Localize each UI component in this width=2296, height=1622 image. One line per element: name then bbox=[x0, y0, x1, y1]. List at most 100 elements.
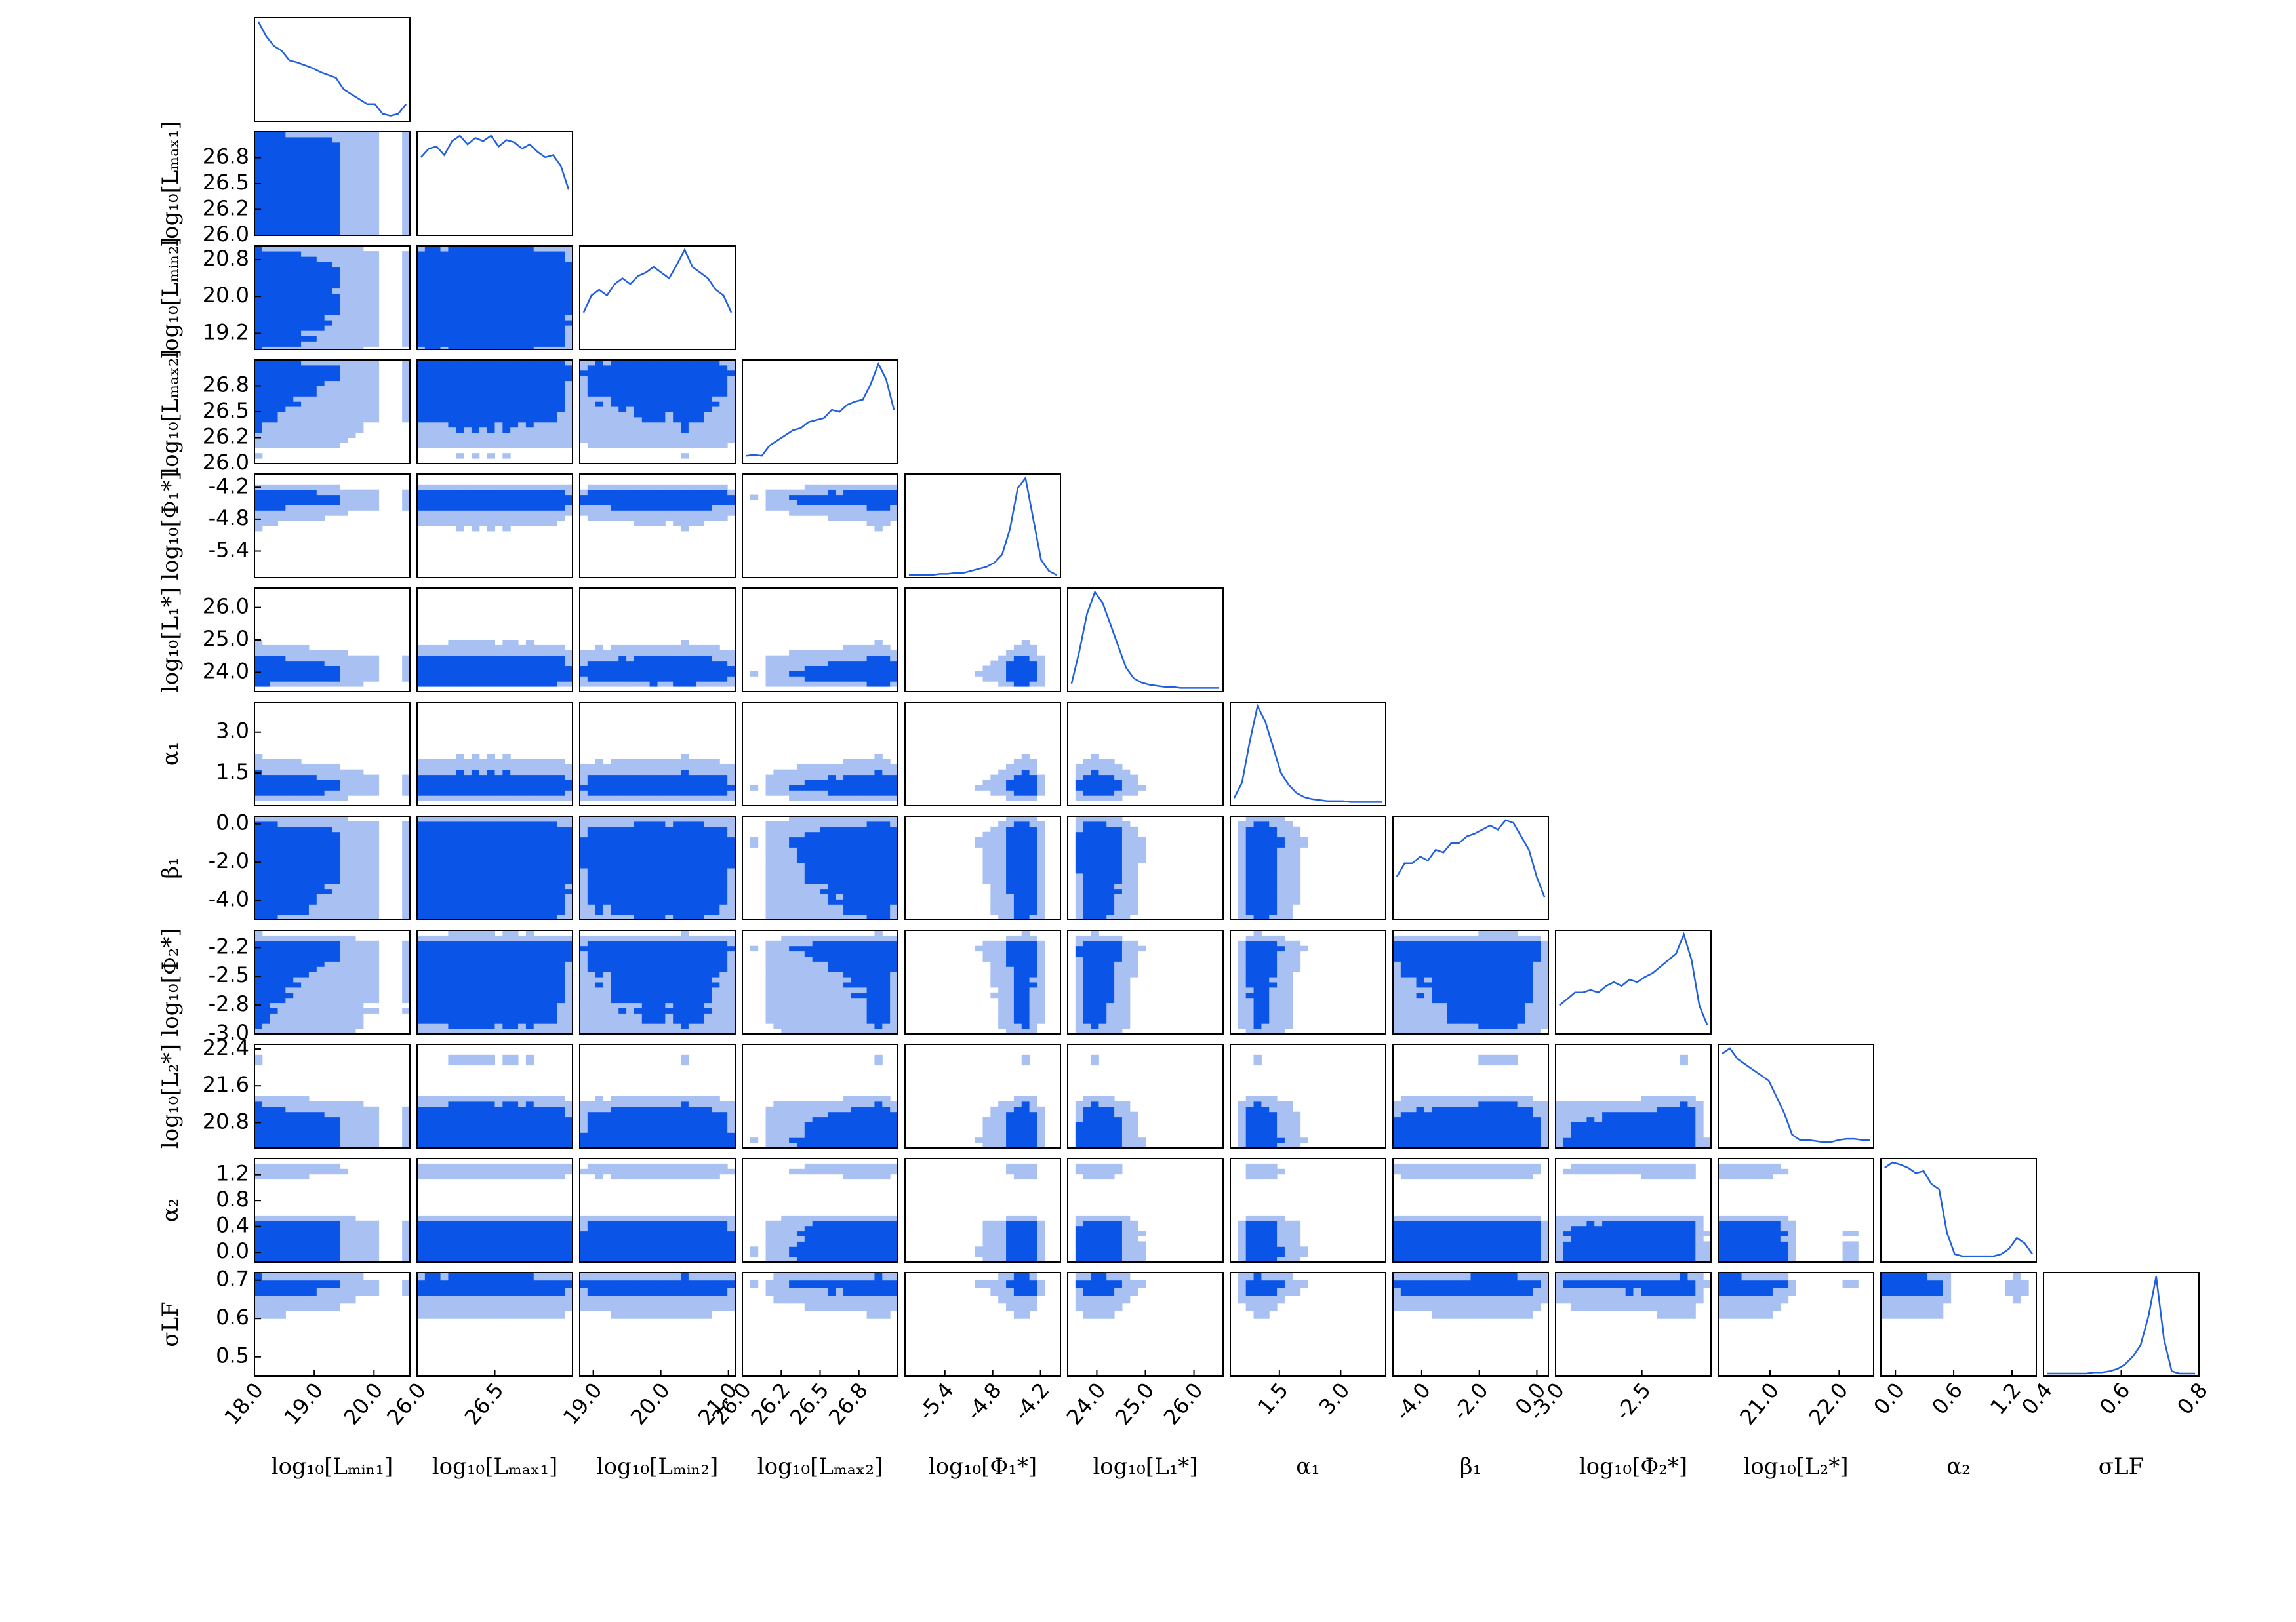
density-cell bbox=[534, 764, 542, 770]
density-cell bbox=[665, 852, 673, 858]
density-cell bbox=[301, 336, 309, 342]
density-cell bbox=[325, 315, 332, 321]
density-cell bbox=[712, 381, 719, 386]
density-cell bbox=[355, 847, 363, 852]
density-cell bbox=[549, 417, 557, 422]
density-cell bbox=[518, 406, 526, 412]
density-cell bbox=[665, 443, 673, 448]
density-cell bbox=[565, 406, 573, 412]
density-cell bbox=[309, 341, 317, 347]
density-cell bbox=[262, 764, 270, 770]
density-cell bbox=[309, 262, 317, 267]
density-cell bbox=[278, 294, 286, 300]
density-cell bbox=[557, 376, 565, 381]
density-cell bbox=[262, 500, 270, 505]
density-cell bbox=[1022, 764, 1030, 770]
density-cell bbox=[549, 852, 557, 858]
density-cell bbox=[534, 422, 542, 427]
density-cell bbox=[487, 852, 495, 858]
density-cell bbox=[642, 775, 650, 780]
density-cell bbox=[580, 832, 588, 837]
density-cell bbox=[851, 785, 859, 790]
density-cell bbox=[363, 309, 371, 315]
density-cell bbox=[1030, 764, 1037, 770]
density-cell bbox=[859, 759, 867, 764]
density-cell bbox=[549, 272, 557, 278]
density-cell bbox=[464, 288, 472, 294]
density-cell bbox=[681, 391, 689, 396]
density-cell bbox=[332, 381, 340, 386]
density-cell bbox=[487, 246, 495, 252]
density-cell bbox=[340, 365, 348, 370]
density-cell bbox=[595, 370, 603, 376]
density-cell bbox=[502, 412, 510, 417]
density-cell bbox=[673, 868, 681, 873]
density-cell bbox=[642, 759, 650, 764]
density-cell bbox=[301, 884, 309, 889]
density-cell bbox=[254, 505, 262, 510]
density-cell bbox=[836, 785, 843, 790]
density-cell bbox=[464, 267, 472, 273]
density-cell bbox=[417, 370, 425, 376]
density-cell bbox=[843, 795, 851, 801]
density-cell bbox=[634, 443, 642, 448]
density-cell bbox=[425, 676, 433, 681]
density-cell bbox=[518, 262, 526, 267]
density-cell bbox=[456, 645, 464, 650]
density-cell bbox=[332, 225, 340, 230]
density-cell bbox=[309, 485, 317, 490]
density-cell bbox=[340, 505, 348, 510]
density-cell bbox=[549, 381, 557, 386]
density-cell bbox=[565, 485, 573, 490]
density-cell bbox=[270, 189, 278, 194]
density-cell bbox=[696, 671, 704, 676]
density-cell bbox=[611, 515, 618, 521]
density-cell bbox=[766, 780, 774, 785]
density-cell bbox=[371, 277, 379, 283]
density-cell bbox=[650, 858, 658, 863]
density-cell bbox=[658, 889, 666, 894]
density-cell bbox=[595, 401, 603, 406]
density-cell bbox=[363, 671, 371, 676]
density-cell bbox=[1022, 780, 1030, 785]
density-cell bbox=[689, 858, 696, 863]
density-cell bbox=[254, 640, 262, 645]
density-cell bbox=[851, 495, 859, 500]
density-cell bbox=[797, 681, 805, 686]
density-cell bbox=[518, 417, 526, 422]
density-cell bbox=[371, 304, 379, 310]
density-cell bbox=[278, 764, 286, 770]
density-cell bbox=[549, 365, 557, 370]
density-cell bbox=[526, 246, 534, 252]
density-cell bbox=[448, 650, 456, 656]
density-cell bbox=[262, 899, 270, 904]
density-cell bbox=[580, 889, 588, 894]
density-cell bbox=[650, 412, 658, 417]
density-cell bbox=[510, 795, 518, 801]
density-cell bbox=[464, 852, 472, 858]
density-cell bbox=[402, 178, 410, 184]
density-cell bbox=[348, 325, 355, 331]
density-cell bbox=[773, 785, 781, 790]
density-cell bbox=[549, 656, 557, 661]
density-cell bbox=[448, 288, 456, 294]
density-cell bbox=[293, 401, 301, 406]
density-cell bbox=[332, 785, 340, 790]
density-cell bbox=[874, 676, 882, 681]
density-cell bbox=[526, 510, 534, 515]
density-cell bbox=[580, 666, 588, 671]
density-cell bbox=[650, 790, 658, 795]
density-cell bbox=[278, 832, 286, 837]
density-cell bbox=[549, 360, 557, 365]
density-cell bbox=[588, 671, 595, 676]
density-cell bbox=[882, 666, 890, 671]
density-cell bbox=[588, 505, 595, 510]
density-cell bbox=[557, 325, 565, 331]
density-cell bbox=[727, 365, 735, 370]
density-cell bbox=[542, 837, 550, 842]
density-cell bbox=[363, 889, 371, 894]
density-cell bbox=[704, 396, 712, 401]
density-cell bbox=[278, 288, 286, 294]
density-cell bbox=[565, 267, 573, 273]
density-cell bbox=[618, 427, 626, 433]
